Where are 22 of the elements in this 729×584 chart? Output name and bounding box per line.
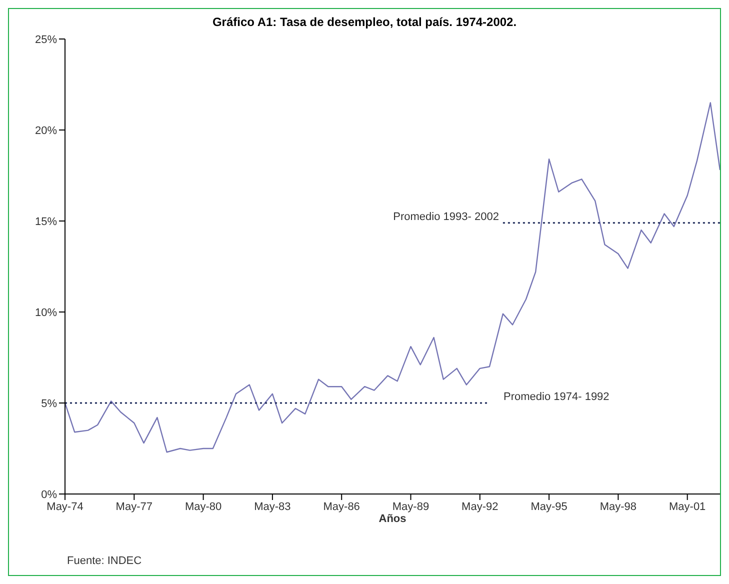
- x-axis-title: Años: [378, 513, 406, 525]
- x-tick-label: May-89: [392, 500, 430, 513]
- y-tick-label: 15%: [34, 216, 58, 228]
- chart-title: Gráfico A1: Tasa de desempleo, total país. 1974-2002.: [211, 15, 518, 29]
- x-tick-label: May-86: [323, 500, 360, 513]
- y-tick-label: 20%: [34, 124, 58, 137]
- series-label: Promedio 1993- 2002: [393, 210, 499, 223]
- line-series: [65, 102, 720, 453]
- y-tick-label: 0%: [41, 488, 58, 501]
- y-tick-label: 10%: [34, 306, 58, 319]
- x-tick-label: May-92: [462, 500, 498, 513]
- x-tick-label: May-83: [254, 500, 291, 513]
- series-label: Promedio 1974- 1992: [504, 391, 610, 403]
- x-tick-label: May-80: [184, 500, 222, 513]
- x-tick-label: May-77: [116, 500, 152, 513]
- x-tick-label: May-01: [669, 500, 706, 513]
- x-tick-label: May-95: [530, 500, 568, 513]
- source-note: Fuente: INDEC: [67, 555, 142, 567]
- x-tick-label: May-98: [600, 500, 637, 513]
- x-tick-label: May-74: [46, 500, 84, 513]
- y-tick-label: 25%: [34, 34, 58, 46]
- y-tick-label: 5%: [41, 398, 58, 410]
